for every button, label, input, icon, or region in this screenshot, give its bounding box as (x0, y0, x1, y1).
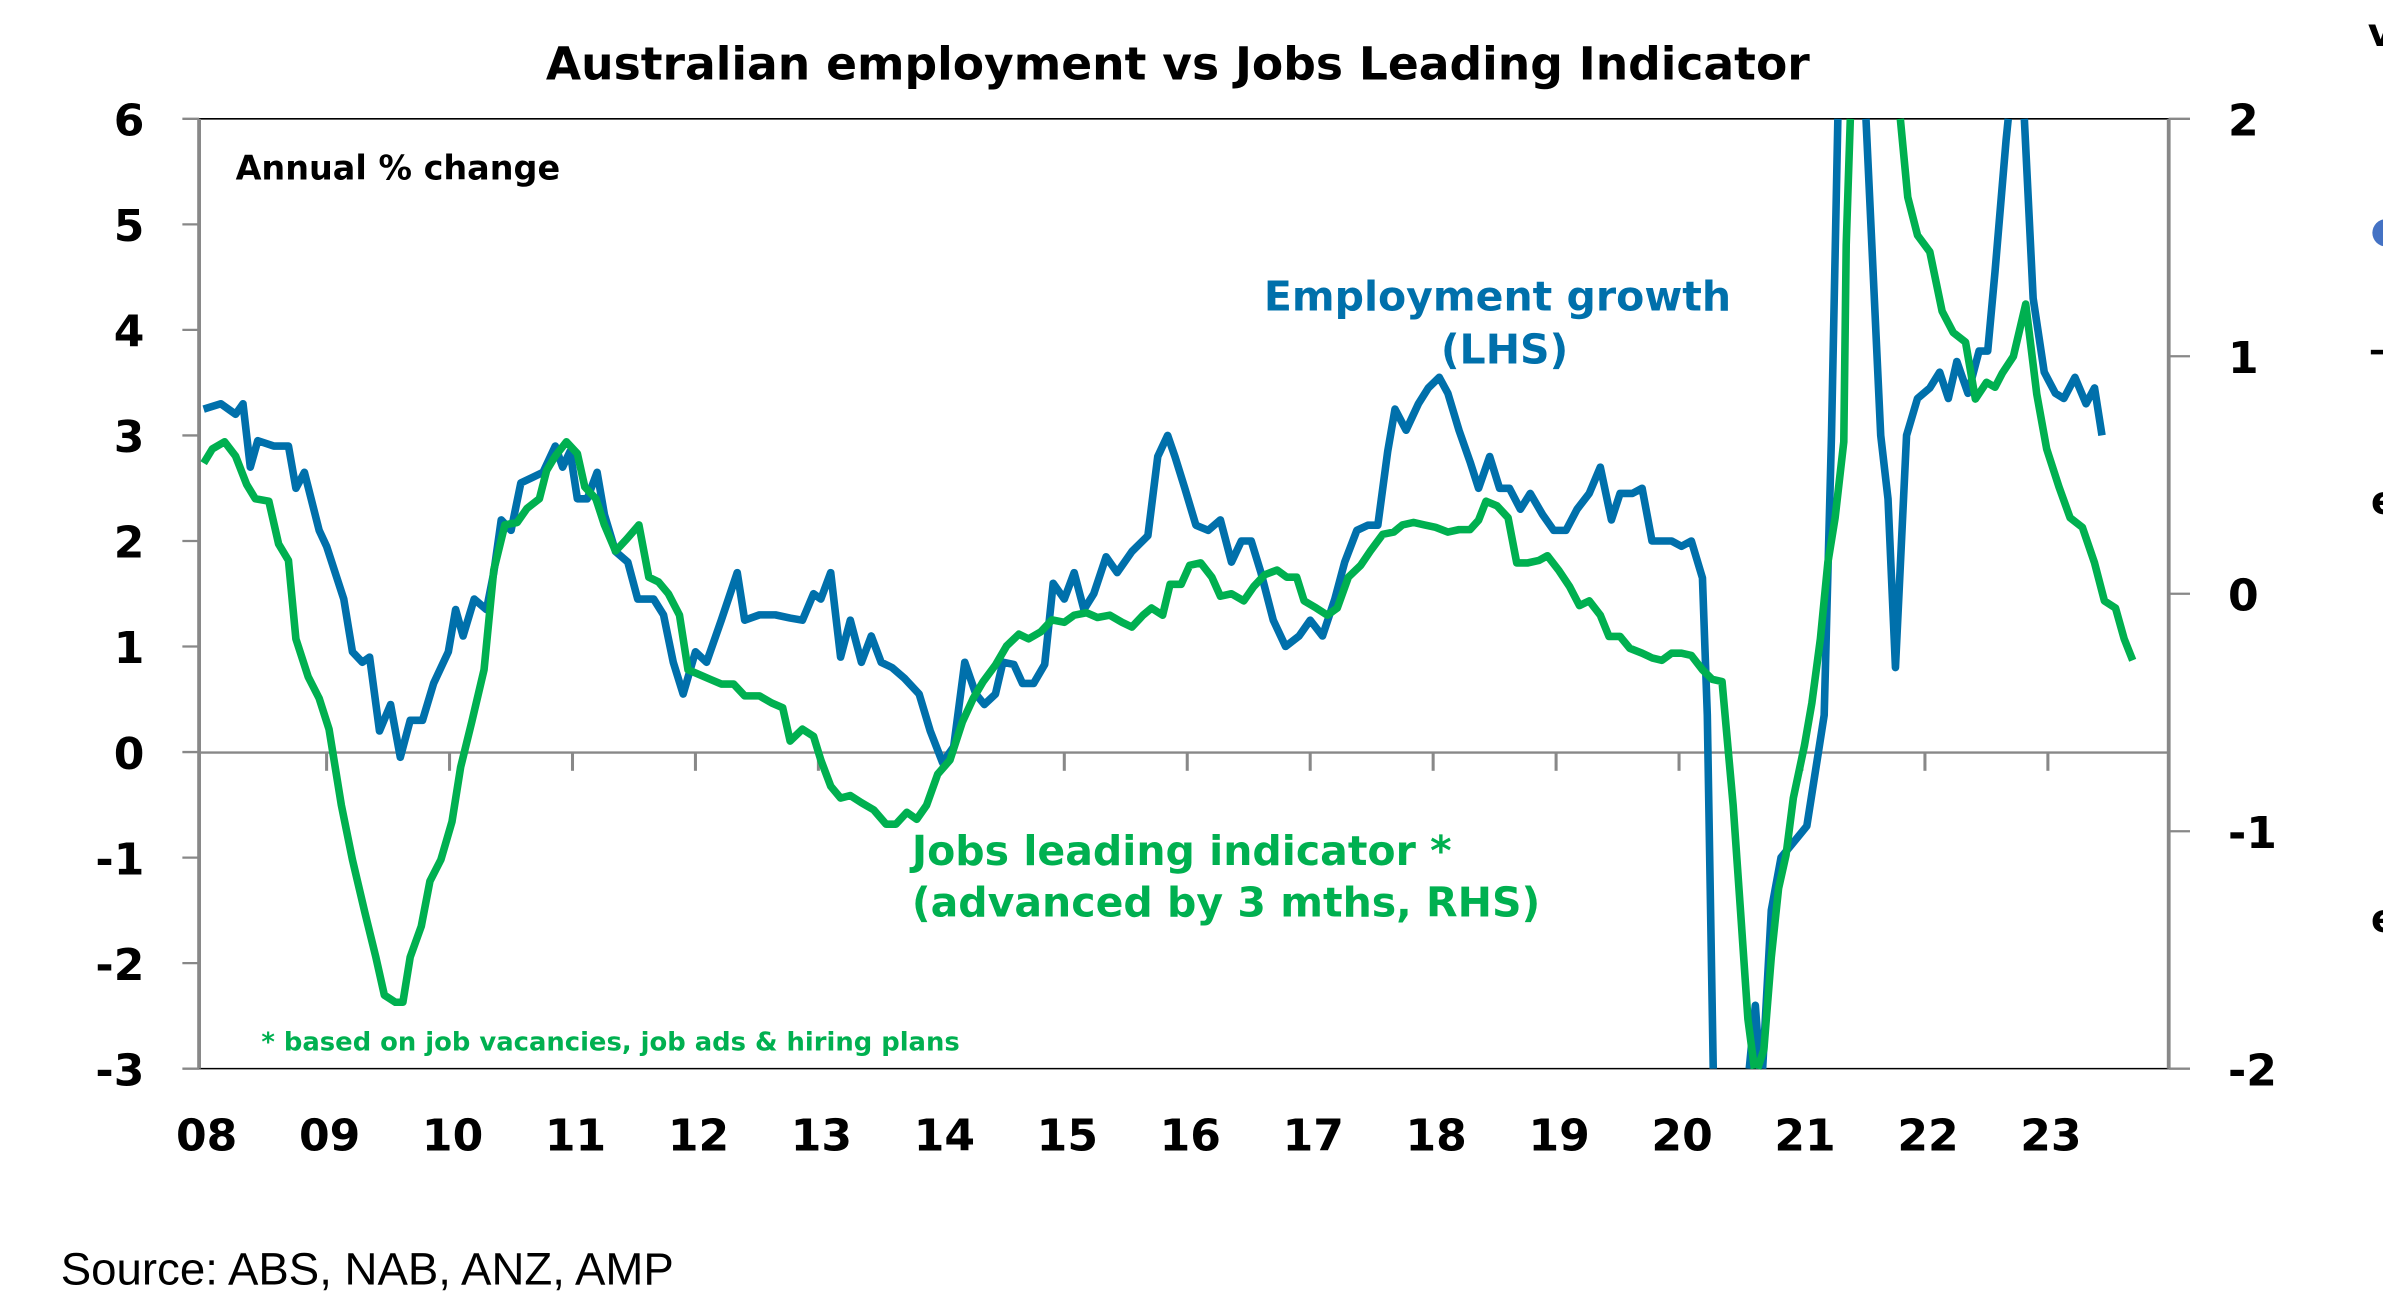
right-tick-label: -1 (2228, 808, 2277, 859)
left-axis-ticks: 6 5 4 3 2 1 0 -1 -2 -3 (95, 96, 200, 1096)
x-tick-label: 21 (1774, 1111, 1835, 1162)
right-tick-label: -2 (2228, 1045, 2277, 1096)
right-tick-label: 2 (2228, 96, 2259, 147)
right-axis-ticks: 2 1 0 -1 -2 (2168, 96, 2277, 1096)
x-tick-label: 08 (176, 1111, 237, 1162)
edge-bullet-dot (2372, 219, 2383, 247)
edge-fragment-2: e (2371, 478, 2383, 524)
x-tick-label: 12 (668, 1111, 729, 1162)
edge-dash (2370, 349, 2383, 355)
left-tick-label: -1 (95, 834, 144, 885)
right-tick-label: 0 (2228, 570, 2259, 621)
x-tick-label: 09 (299, 1111, 360, 1162)
footnote: * based on job vacancies, job ads & hiri… (261, 1027, 959, 1057)
jobs-label-line-1: Jobs leading indicator * (909, 827, 1452, 875)
left-tick-label: 3 (114, 412, 145, 463)
cropped-adjacent-content: v e e (2368, 10, 2383, 942)
left-tick-label: -3 (95, 1045, 144, 1096)
employment-series-label: Employment growth (LHS) (1264, 272, 1745, 373)
x-tick-label: 23 (2020, 1111, 2081, 1162)
left-tick-label: 4 (114, 307, 145, 358)
employment-growth-line (202, 118, 2106, 1070)
x-tick-label: 20 (1651, 1111, 1712, 1162)
x-tick-label: 14 (914, 1111, 975, 1162)
x-tick-label: 15 (1037, 1111, 1098, 1162)
chart-title: Australian employment vs Jobs Leading In… (546, 37, 1810, 90)
edge-fragment-1: v (2368, 10, 2383, 56)
x-tick-label: 17 (1283, 1111, 1344, 1162)
left-tick-label: -2 (95, 940, 144, 991)
x-axis-ticks: 08 09 10 11 12 13 14 15 16 17 18 19 20 21 22 23 (176, 752, 2082, 1162)
x-tick-label: 10 (422, 1111, 483, 1162)
jobs-leading-indicator-line (200, 118, 2137, 1070)
left-tick-label: 2 (114, 518, 145, 569)
jobs-label-line-2: (advanced by 3 mths, RHS) (912, 879, 1540, 927)
employment-label-line-1: Employment growth (1264, 272, 1731, 320)
x-tick-label: 18 (1406, 1111, 1467, 1162)
x-tick-label: 19 (1528, 1111, 1589, 1162)
x-tick-label: 16 (1160, 1111, 1221, 1162)
y-axis-unit-label: Annual % change (236, 149, 561, 188)
x-tick-label: 22 (1897, 1111, 1958, 1162)
source-note: Source: ABS, NAB, ANZ, AMP (61, 1243, 674, 1294)
jobs-indicator-series-label: Jobs leading indicator * (advanced by 3 … (909, 827, 1540, 927)
left-tick-label: 1 (114, 623, 145, 674)
x-tick-label: 11 (545, 1111, 606, 1162)
x-tick-label: 13 (791, 1111, 852, 1162)
left-tick-label: 5 (114, 201, 145, 252)
left-tick-label: 0 (114, 729, 145, 780)
employment-label-line-2: (LHS) (1441, 326, 1569, 374)
right-tick-label: 1 (2228, 333, 2259, 384)
left-tick-label: 6 (114, 96, 145, 147)
edge-fragment-3: e (2371, 896, 2383, 942)
